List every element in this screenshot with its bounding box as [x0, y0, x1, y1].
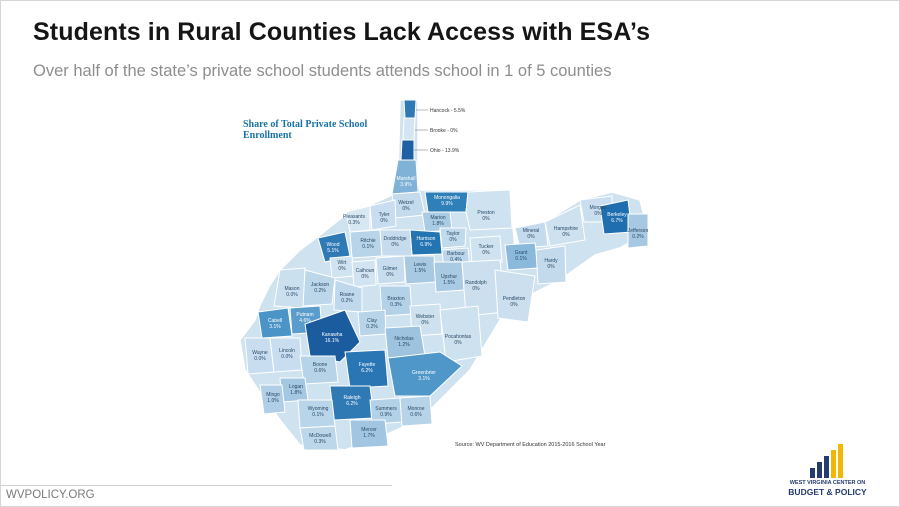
- label-wayne: Wayne 0.0%: [252, 350, 268, 362]
- callout-brooke: Brooke - 0%: [430, 128, 458, 134]
- label-hardy: Hardy 0%: [544, 258, 558, 270]
- county-pleasants: [345, 205, 371, 233]
- label-wood: Wood 5.1%: [327, 242, 340, 254]
- label-berkeley: Berkeley 6.7%: [607, 212, 627, 224]
- map-source-note: Source: WV Department of Education 2015-…: [455, 442, 606, 448]
- wvcbp-logo: WEST VIRGINIA CENTER ON BUDGET & POLICY: [770, 442, 885, 500]
- label-preston: Preston 0%: [477, 210, 494, 222]
- label-tucker: Tucker 0%: [478, 244, 493, 256]
- label-tyler: Tyler 0%: [379, 212, 390, 224]
- label-jackson: Jackson 0.2%: [311, 282, 330, 294]
- label-harrison: Harrison 6.9%: [417, 236, 436, 248]
- label-greenbrier: Greenbrier 3.1%: [412, 370, 436, 382]
- label-pendleton: Pendleton 0%: [503, 296, 526, 308]
- label-mercer: Mercer 1.7%: [361, 427, 377, 439]
- label-mason: Mason 0.0%: [284, 286, 299, 298]
- county-pendleton: [494, 269, 536, 323]
- logo-line-2: BUDGET & POLICY: [788, 487, 867, 497]
- county-gilmer: [375, 255, 406, 285]
- label-monroe: Monroe 0.6%: [408, 406, 425, 418]
- label-upshur: Upshur 1.5%: [441, 274, 457, 286]
- county-monroe: [399, 395, 433, 427]
- callout-ohio: Ohio - 13.9%: [430, 148, 460, 154]
- county-tucker: [469, 235, 503, 265]
- label-kanawha: Kanawha 16.1%: [322, 332, 343, 344]
- county-brooke: [402, 117, 416, 141]
- label-marion: Marion 1.8%: [430, 215, 446, 227]
- label-lewis: Lewis 1.5%: [414, 262, 427, 274]
- label-boone: Boone 0.6%: [313, 362, 328, 374]
- label-cabell: Cabell 3.1%: [268, 318, 282, 330]
- county-mingo: [259, 384, 286, 415]
- label-morgan: Morgan 0%: [590, 205, 607, 217]
- county-jefferson: [627, 213, 649, 249]
- county-ohio: [400, 139, 415, 161]
- label-doddridge: Doddridge 0%: [383, 236, 406, 248]
- county-hardy: [535, 245, 567, 285]
- footer-divider: [0, 485, 392, 486]
- label-summers: Summers 0.9%: [375, 406, 397, 418]
- county-tyler: [369, 199, 397, 231]
- county-taylor: [439, 227, 467, 249]
- county-pocahontas: [439, 305, 483, 363]
- county-boone: [299, 355, 339, 385]
- label-randolph: Randolph 0%: [465, 280, 487, 292]
- label-wirt: Wirt 0%: [338, 260, 347, 272]
- bar-chart-logo-icon: [810, 444, 843, 478]
- callout-hancock: Hancock - 5.5%: [430, 108, 466, 114]
- logo-line-1: WEST VIRGINIA CENTER ON: [789, 480, 866, 486]
- label-hampshire: Hampshire 0%: [554, 226, 578, 238]
- county-labels: Marshall 3.9% Wetzel 0% Tyler 0% Pleasants 0…: [252, 176, 648, 445]
- county-mercer: [349, 419, 389, 449]
- label-putnam: Putnam 4.6%: [296, 312, 313, 324]
- label-nicholas: Nicholas 1.2%: [394, 336, 414, 348]
- label-gilmer: Gilmer 0%: [383, 266, 398, 278]
- label-pleasants: Pleasants 0.3%: [343, 214, 365, 226]
- footer-site-url: WVPOLICY.ORG: [6, 489, 95, 501]
- county-calhoun: [351, 259, 377, 288]
- county-fayette: [344, 349, 389, 389]
- label-mingo: Mingo 1.0%: [266, 392, 280, 404]
- county-hampshire: [544, 204, 586, 247]
- label-mcdowell: McDowell 0.3%: [309, 433, 331, 445]
- county-preston: [465, 189, 513, 231]
- label-pocahontas: Pocahontas 0%: [445, 334, 472, 346]
- label-webster: Webster 0%: [416, 314, 435, 326]
- label-clay: Clay 0.2%: [366, 318, 378, 330]
- label-lincoln: Lincoln 0.0%: [279, 348, 295, 360]
- label-monongalia: Monongalia 9.9%: [434, 195, 460, 207]
- slide-title: Students in Rural Counties Lack Access w…: [33, 18, 651, 46]
- county-mineral: [514, 221, 549, 249]
- label-marshall: Marshall 3.9%: [397, 176, 416, 188]
- county-mcdowell: [299, 425, 339, 451]
- label-braxton: Braxton 0.3%: [387, 296, 404, 308]
- county-greenbrier: [387, 351, 463, 397]
- label-grant: Grant 0.1%: [515, 250, 528, 262]
- label-ritchie: Ritchie 0.1%: [360, 238, 376, 250]
- label-roane: Roane 0.2%: [340, 292, 355, 304]
- county-hancock: [403, 99, 417, 119]
- label-taylor: Taylor 0%: [446, 231, 460, 243]
- slide-subtitle: Over half of the state’s private school …: [33, 62, 612, 80]
- label-wetzel: Wetzel 0%: [398, 200, 413, 212]
- label-jefferson: Jefferson 0.2%: [628, 228, 649, 240]
- label-calhoun: Calhoun 0%: [356, 268, 375, 280]
- label-wyoming: Wyoming 0.1%: [308, 406, 329, 418]
- county-cabell: [257, 307, 293, 339]
- label-barbour: Barbour 0.4%: [447, 251, 465, 263]
- label-fayette: Fayette 6.2%: [359, 362, 376, 374]
- map-legend-title: Share of Total Private School Enrollment: [243, 119, 368, 141]
- label-raleigh: Raleigh 6.2%: [344, 395, 361, 407]
- label-mineral: Mineral 0%: [523, 228, 539, 240]
- label-logan: Logan 1.8%: [289, 384, 303, 396]
